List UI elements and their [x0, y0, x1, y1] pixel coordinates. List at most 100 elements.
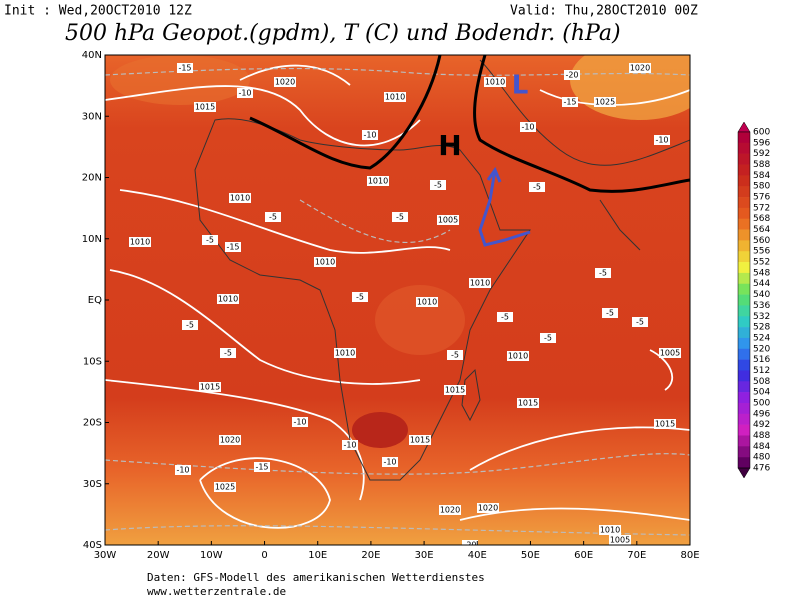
- contour-label-bg: [217, 294, 239, 304]
- contour-label-bg: [507, 351, 529, 361]
- fronts: [249, 55, 690, 193]
- lat-label: 20S: [83, 418, 102, 429]
- temp-label: -5: [224, 349, 232, 358]
- temp-label: -5: [451, 351, 459, 360]
- contour-label-bg: [599, 525, 621, 535]
- coastlines: [194, 59, 690, 481]
- contour-label: 1010: [508, 352, 528, 361]
- contour-label-bg: [437, 215, 459, 225]
- contour-label: 1015: [518, 399, 538, 408]
- lon-label: 70E: [627, 550, 646, 561]
- colorbar-label: 492: [753, 420, 770, 430]
- lon-label: 0: [261, 550, 267, 561]
- lat-label: 20N: [82, 173, 102, 184]
- contour-label-bg: [219, 435, 241, 445]
- lon-label: 40E: [468, 550, 487, 561]
- contour-label: 1010: [335, 349, 355, 358]
- colorbar-swatch: [738, 132, 750, 144]
- colorbar-top: [737, 121, 751, 133]
- colorbar-label: 584: [753, 171, 770, 181]
- temp-label-bg: [265, 212, 281, 222]
- temp-label: -15: [563, 98, 576, 107]
- lat-label: 30N: [82, 111, 102, 122]
- colorbar-label: 600: [753, 128, 770, 138]
- colorbar-label: 568: [753, 214, 770, 224]
- contour-label: 1010: [417, 298, 437, 307]
- temp-label-bg: [595, 268, 611, 278]
- contour-label-bg: [214, 482, 236, 492]
- colorbar-label: 480: [753, 453, 770, 463]
- temp-label: -20: [565, 71, 578, 80]
- temp-label-bg: [632, 317, 648, 327]
- temp-label-bg: [529, 182, 545, 192]
- contour-label: 1010: [230, 194, 250, 203]
- contour-label-bg: [654, 419, 676, 429]
- temp-label-bg: [352, 292, 368, 302]
- colorbar-swatch: [738, 207, 750, 220]
- temp-label: -5: [206, 236, 214, 245]
- temp-label-bg: [654, 135, 670, 145]
- contour-label: 1010: [368, 177, 388, 186]
- colorbar-swatch: [738, 164, 750, 176]
- lat-label: 10N: [82, 234, 102, 245]
- colorbar-swatch: [738, 218, 750, 230]
- temp-label-bg: [520, 122, 536, 132]
- temp-label: -10: [238, 89, 251, 98]
- lon-label: 20E: [361, 550, 380, 561]
- contour-label: 1010: [130, 238, 150, 247]
- map-area: 1020 1015 1010 1010 1010 1010 1005 1010 1010 1015…: [105, 55, 690, 545]
- colorbar-label: 528: [753, 323, 770, 333]
- contour-label: 1020: [275, 78, 295, 87]
- trough-axis: [478, 166, 531, 247]
- temp-label-bg: [564, 70, 580, 80]
- temp-label: -10: [363, 131, 376, 140]
- colorbar-swatch: [738, 327, 750, 339]
- labels: 1020 1015 1010 1010 1010 1010 1005 1010 1010 1015…: [129, 63, 681, 545]
- temp-label-bg: [382, 457, 398, 467]
- temp-label: -5: [599, 269, 607, 278]
- colorbar-label: 476: [753, 464, 770, 474]
- colorbar-swatch: [738, 435, 750, 447]
- colorbar-label: 508: [753, 377, 770, 387]
- high-pressure: H: [438, 129, 461, 162]
- colorbar-label: 572: [753, 203, 770, 213]
- low-pressure: L: [512, 71, 529, 101]
- lat-label: 40S: [83, 540, 102, 551]
- contour-label: 1015: [410, 436, 430, 445]
- temp-label-bg: [497, 312, 513, 322]
- contour-label-bg: [469, 278, 491, 288]
- contour-label: 1010: [600, 526, 620, 535]
- temp-label-bg: [202, 235, 218, 245]
- colorbar-label: 516: [753, 355, 770, 365]
- contour-label: 1025: [595, 98, 615, 107]
- colorbar-swatch: [738, 240, 750, 252]
- colorbar-label: 552: [753, 258, 770, 268]
- colorbar-label: 564: [753, 225, 770, 235]
- temp-label: -10: [176, 466, 189, 475]
- temp-label: -5: [606, 309, 614, 318]
- temp-label-bg: [254, 462, 270, 472]
- temp-patch: [375, 285, 465, 355]
- contour-label: 1010: [485, 78, 505, 87]
- temp-patch: [570, 55, 690, 120]
- temp-label: -10: [655, 136, 668, 145]
- temp-label: -5: [501, 313, 509, 322]
- temp-label-bg: [362, 130, 378, 140]
- colorbar-label: 556: [753, 247, 770, 257]
- colorbar-swatch: [738, 392, 750, 404]
- colorbar-swatch: [738, 229, 750, 241]
- colorbar-frame: [737, 131, 751, 469]
- temp-label: -15: [255, 463, 268, 472]
- colorbar-swatch: [738, 153, 750, 165]
- contour-label: 1015: [445, 386, 465, 395]
- temp-label-bg: [447, 350, 463, 360]
- temp-label-bg: [562, 97, 578, 107]
- contour-label-bg: [444, 385, 466, 395]
- contour-label: 1010: [218, 295, 238, 304]
- colorbar-swatch: [738, 142, 750, 154]
- data-source: Daten: GFS-Modell des amerikanischen Wet…: [147, 571, 485, 584]
- contour-label: 1005: [660, 349, 680, 358]
- temp-label-bg: [237, 88, 253, 98]
- lat-label: 30S: [83, 479, 102, 490]
- colorbar-label: 580: [753, 182, 770, 192]
